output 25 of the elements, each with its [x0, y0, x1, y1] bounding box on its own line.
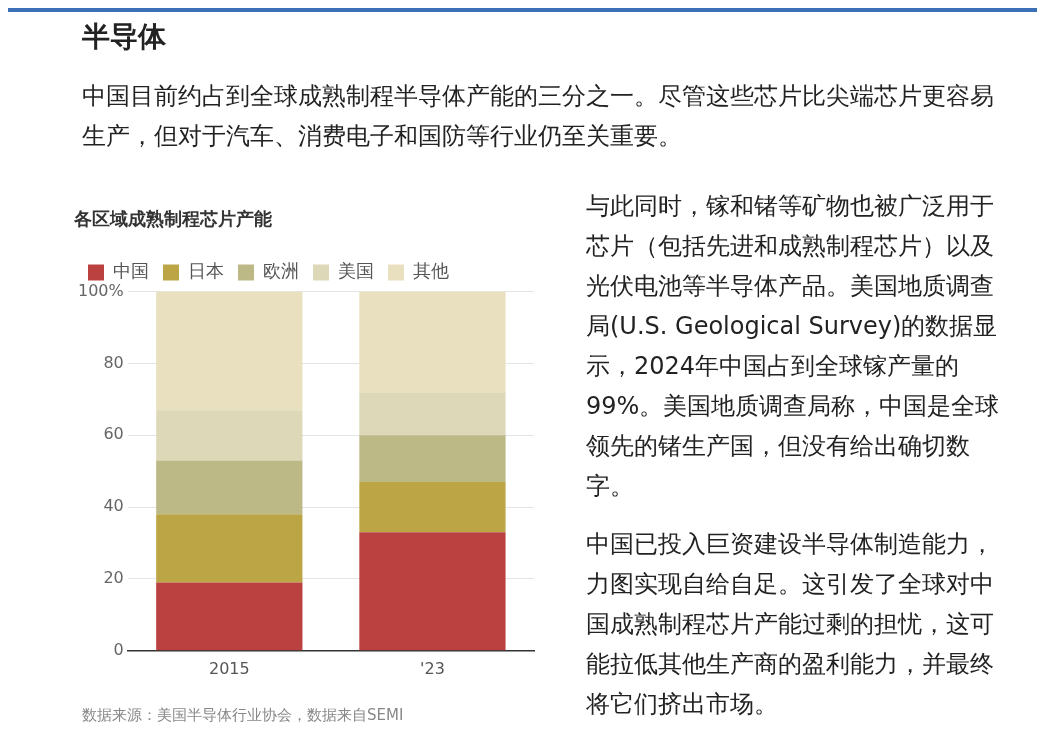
text: 中国已投入巨资建设半导体制造能力，力图实现自给自足。这引发了全球对中国成熟制程芯片产能过剩的担忧，这可能拉低其他生产商的盈利能力，并最终将它们挤出市场。	[586, 529, 995, 720]
chart-title: 半导体	[82, 19, 166, 55]
bar	[359, 532, 506, 651]
legend-label: 中国	[113, 260, 149, 282]
text: 与此同时，镓和锗等矿物也被广泛用于芯片（包括先进和成熟制程芯片）以及光伏电池等半导体产品。美国地质调查局(U.S. Geological Survey)的数据显示，2024年中国占到全球镓产量的99%。美国地质调查局称，中国是全球领先的锗生产国，但没有给出确切数字。	[586, 191, 1001, 502]
y-tick-label: 100%	[77, 280, 124, 300]
y-tick-label: 40	[103, 496, 124, 516]
chart-subtitle: 中国目前约占到全球成熟制程半导体产能的三分之一。尽管这些芯片比尖端芯片更容易生产，但对于汽车、消费电子和国防等行业仍至关重要。	[82, 81, 995, 152]
legend-label: 其他	[413, 260, 449, 282]
bar	[156, 582, 303, 651]
y-tick-label: 80	[103, 352, 124, 372]
text: 各区域成熟制程芯片产能	[73, 208, 272, 230]
y-tick-label: 0	[113, 639, 124, 659]
bar	[156, 460, 303, 515]
bar	[156, 514, 303, 583]
y-tick-label: 60	[103, 424, 124, 444]
bar	[359, 481, 506, 533]
bar	[359, 435, 506, 482]
legend-label: 欧洲	[263, 260, 299, 282]
x-tick-label: 2015	[208, 658, 250, 678]
y-tick-label: 20	[103, 568, 124, 588]
x-tick-label: '23	[420, 658, 445, 678]
legend-label: 日本	[188, 260, 224, 282]
legend-label: 美国	[338, 260, 374, 282]
source-note: 数据来源：美国半导体行业协会，数据来自SEMI	[82, 706, 404, 725]
